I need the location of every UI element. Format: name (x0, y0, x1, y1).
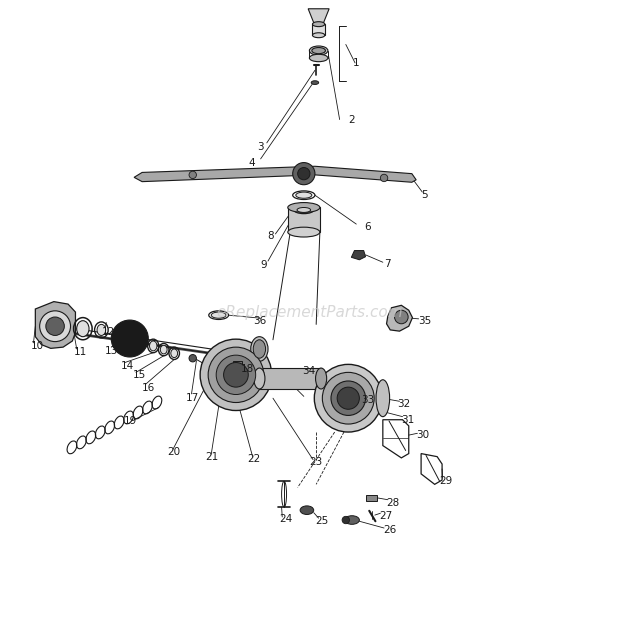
Polygon shape (308, 9, 329, 24)
Circle shape (314, 365, 382, 432)
Text: 22: 22 (247, 454, 260, 464)
Ellipse shape (297, 208, 311, 213)
Ellipse shape (250, 337, 268, 362)
Text: 17: 17 (185, 392, 198, 402)
Ellipse shape (312, 48, 326, 54)
Ellipse shape (345, 515, 360, 524)
Ellipse shape (309, 46, 328, 55)
Ellipse shape (254, 368, 265, 389)
Ellipse shape (309, 54, 328, 62)
Text: 14: 14 (120, 360, 134, 371)
Ellipse shape (253, 340, 265, 358)
Circle shape (380, 174, 388, 182)
Text: 15: 15 (133, 370, 146, 381)
Circle shape (111, 320, 148, 357)
Circle shape (293, 163, 315, 185)
Polygon shape (134, 166, 416, 182)
Circle shape (216, 355, 255, 394)
Circle shape (208, 347, 264, 402)
Text: 24: 24 (279, 514, 293, 525)
Text: 25: 25 (315, 516, 328, 527)
Circle shape (46, 317, 64, 336)
Text: 26: 26 (383, 525, 396, 535)
Circle shape (322, 373, 374, 424)
Ellipse shape (312, 33, 325, 38)
Polygon shape (386, 305, 412, 331)
Text: 28: 28 (386, 497, 400, 508)
Text: 6: 6 (365, 222, 371, 232)
Ellipse shape (376, 379, 389, 417)
Text: 9: 9 (260, 260, 267, 270)
Ellipse shape (312, 22, 325, 27)
Circle shape (394, 310, 408, 324)
Text: 5: 5 (421, 190, 428, 200)
Text: 2: 2 (348, 115, 355, 125)
Circle shape (337, 387, 360, 409)
Text: 8: 8 (267, 231, 273, 242)
Ellipse shape (288, 203, 320, 213)
Polygon shape (35, 302, 76, 349)
Circle shape (40, 311, 71, 342)
Bar (312, 24, 325, 35)
Text: 34: 34 (303, 365, 316, 376)
Text: 29: 29 (440, 476, 453, 486)
Circle shape (342, 516, 350, 523)
Bar (259, 368, 321, 389)
Ellipse shape (296, 192, 312, 198)
Text: 30: 30 (416, 430, 429, 440)
Text: 1: 1 (353, 58, 360, 68)
Text: 31: 31 (401, 415, 415, 425)
Text: 3: 3 (257, 142, 264, 152)
Ellipse shape (149, 341, 157, 351)
Ellipse shape (97, 324, 105, 336)
Bar (366, 495, 378, 501)
Text: 4: 4 (248, 158, 255, 168)
Text: 35: 35 (418, 316, 432, 326)
Text: 21: 21 (205, 452, 218, 462)
Ellipse shape (171, 349, 177, 358)
Polygon shape (352, 250, 366, 260)
Circle shape (224, 363, 248, 387)
Text: 27: 27 (379, 511, 392, 522)
Text: 32: 32 (397, 399, 411, 409)
Ellipse shape (161, 345, 167, 354)
Text: 11: 11 (74, 347, 87, 357)
Text: 16: 16 (142, 383, 156, 393)
Ellipse shape (316, 368, 327, 389)
Ellipse shape (211, 312, 226, 318)
Text: 7: 7 (384, 259, 391, 269)
Circle shape (189, 171, 197, 179)
Ellipse shape (311, 81, 319, 85)
Circle shape (298, 167, 310, 180)
Text: 18: 18 (241, 363, 254, 374)
Text: 36: 36 (253, 316, 267, 326)
Ellipse shape (300, 506, 314, 514)
Bar (288, 208, 320, 232)
Ellipse shape (77, 321, 89, 337)
Bar (234, 361, 242, 370)
Text: 20: 20 (167, 447, 180, 457)
Ellipse shape (189, 355, 197, 362)
Circle shape (200, 339, 272, 410)
Ellipse shape (288, 227, 320, 237)
Circle shape (331, 381, 366, 415)
Text: 13: 13 (105, 346, 118, 356)
Text: 33: 33 (361, 395, 374, 405)
Text: eReplacementParts.com: eReplacementParts.com (216, 305, 404, 320)
Text: 23: 23 (309, 457, 322, 467)
Text: 12: 12 (102, 328, 115, 337)
Text: 10: 10 (31, 341, 44, 351)
Text: 19: 19 (123, 416, 137, 426)
